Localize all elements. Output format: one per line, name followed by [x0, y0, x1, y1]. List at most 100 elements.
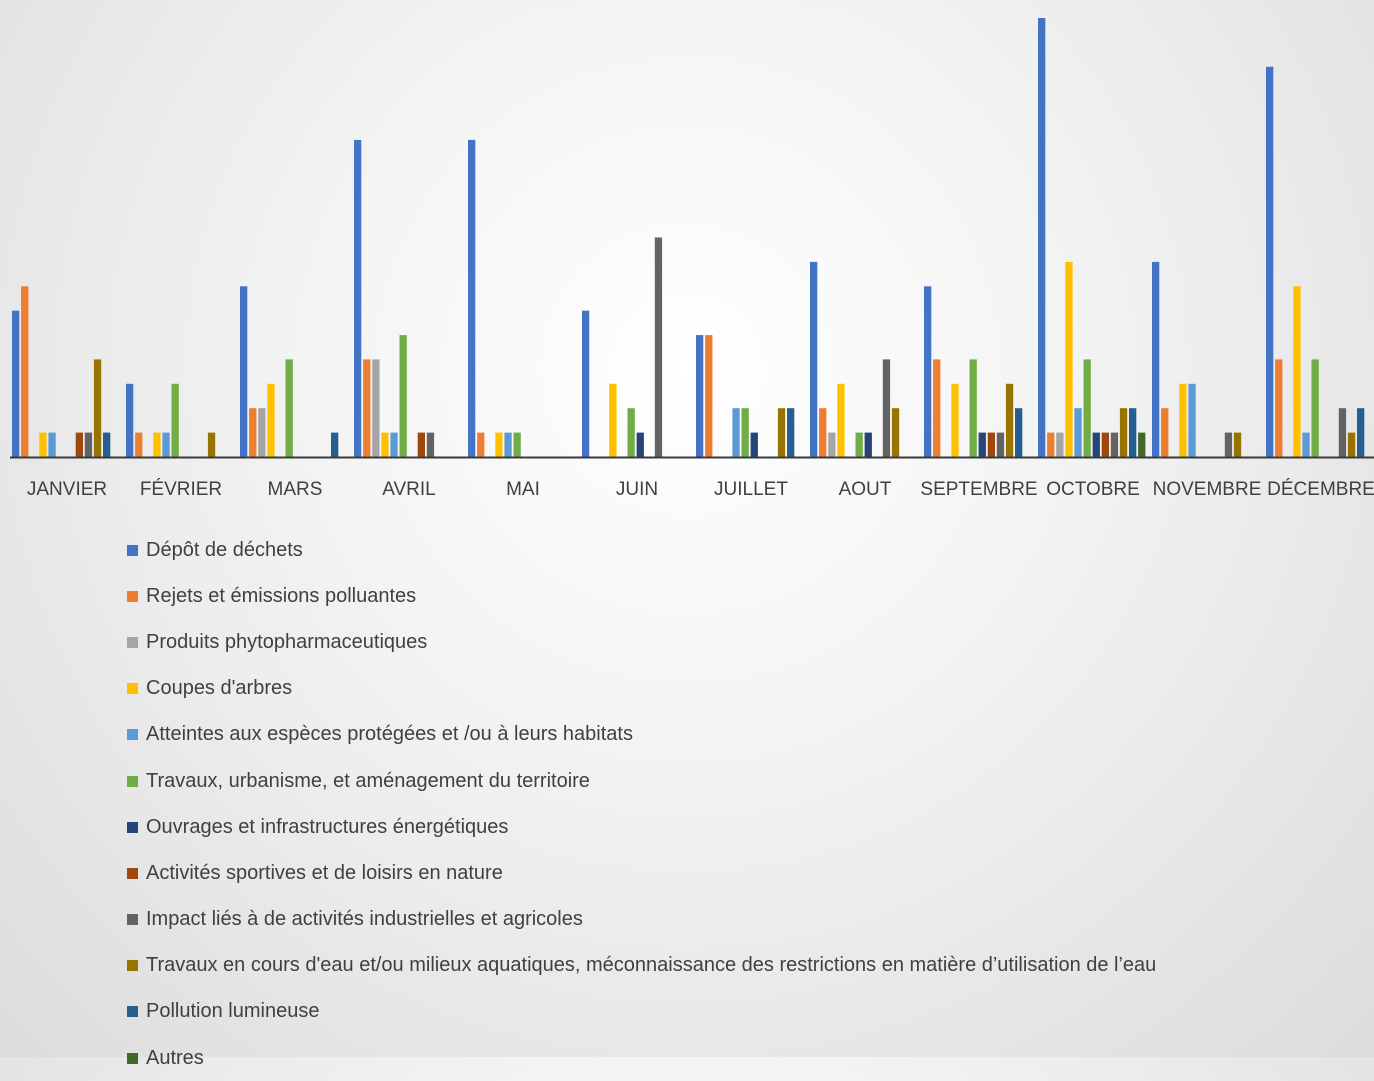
bar-9-9 [1119, 408, 1128, 457]
legend-item: Ouvrages et infrastructures énergétiques [127, 804, 1156, 850]
bar-3-5 [399, 335, 407, 457]
legend-label: Autres [146, 1046, 204, 1069]
bar-9-2 [1056, 432, 1064, 457]
bar-9-5 [1083, 359, 1091, 457]
bar-2-0 [240, 286, 248, 457]
bar-4-4 [504, 432, 512, 457]
bar-9-11 [1138, 432, 1146, 457]
x-tick-label: JUILLET [714, 479, 788, 500]
bar-7-0 [810, 261, 818, 457]
bar-11-10 [1357, 408, 1365, 457]
bar-1-9 [207, 432, 216, 457]
legend-label: Travaux en cours d'eau et/ou milieux aqu… [146, 954, 1157, 977]
bar-9-8 [1110, 432, 1119, 457]
bar-9-4 [1074, 408, 1082, 457]
bar-0-3 [39, 432, 47, 457]
bar-0-0 [12, 310, 20, 457]
bar-6-9 [777, 408, 786, 457]
x-tick-label: JUIN [616, 479, 658, 500]
bar-10-3 [1179, 383, 1187, 457]
bar-11-9 [1347, 432, 1356, 457]
legend-item: Impact liés à de activités industrielles… [127, 897, 1156, 943]
bar-2-10 [331, 432, 339, 457]
x-tick-label: MARS [268, 479, 323, 500]
bar-chart: JANVIER FÉVRIER MARS AVRIL MAI JUIN JUILLET AOU… [10, 18, 1374, 500]
bar-2-2 [258, 408, 266, 457]
bar-8-8 [996, 432, 1005, 457]
bar-9-6 [1092, 432, 1100, 457]
legend-item: Dépôt de déchets [127, 527, 1156, 573]
bar-10-0 [1152, 261, 1160, 457]
bar-3-3 [381, 432, 389, 457]
legend-swatch [127, 914, 138, 926]
bar-7-9 [891, 408, 900, 457]
legend-label: Rejets et émissions polluantes [146, 584, 417, 607]
bar-10-8 [1224, 432, 1233, 457]
bar-10-1 [1161, 408, 1169, 457]
bar-11-5 [1311, 359, 1319, 457]
bar-0-1 [21, 286, 29, 457]
legend-swatch [127, 775, 138, 787]
bar-8-6 [978, 432, 986, 457]
bar-7-1 [819, 408, 827, 457]
bar-11-1 [1275, 359, 1283, 457]
legend-label: Pollution lumineuse [146, 1000, 320, 1023]
bar-6-1 [705, 335, 713, 457]
bar-2-5 [285, 359, 293, 457]
legend: Dépôt de déchets Rejets et émissions poll… [127, 527, 1156, 1081]
bar-8-10 [1015, 408, 1023, 457]
legend-swatch [127, 683, 138, 695]
bar-6-4 [732, 408, 740, 457]
bar-8-1 [933, 359, 941, 457]
bar-2-3 [267, 383, 275, 457]
bar-10-9 [1233, 432, 1242, 457]
bar-1-4 [162, 432, 170, 457]
legend-item: Atteintes aux espèces protégées et /ou à… [127, 712, 1156, 758]
legend-label: Impact liés à de activités industrielles… [146, 908, 583, 931]
bar-8-5 [969, 359, 977, 457]
bar-3-7 [417, 432, 425, 457]
bar-1-1 [135, 432, 143, 457]
legend-label: Atteintes aux espèces protégées et /ou à… [146, 723, 633, 746]
bars-group [12, 18, 1365, 458]
bar-10-4 [1188, 383, 1196, 457]
legend-swatch [127, 821, 138, 833]
bar-0-7 [75, 432, 83, 457]
bar-2-1 [249, 408, 257, 457]
legend-item: Coupes d'arbres [127, 666, 1156, 712]
bar-0-8 [84, 432, 93, 457]
bar-9-3 [1065, 261, 1073, 457]
legend-label: Travaux, urbanisme, et aménagement du te… [146, 769, 590, 792]
bar-1-3 [153, 432, 161, 457]
bar-11-0 [1266, 66, 1274, 458]
legend-label: Dépôt de déchets [146, 538, 303, 561]
bar-11-3 [1293, 286, 1301, 457]
bar-4-0 [468, 139, 476, 457]
bar-0-9 [93, 359, 102, 457]
legend-item: Activités sportives et de loisirs en nat… [127, 850, 1156, 896]
x-tick-label: FÉVRIER [140, 479, 222, 500]
x-tick-label: NOVEMBRE [1153, 479, 1262, 500]
bar-9-0 [1038, 18, 1046, 457]
legend-swatch [127, 1052, 138, 1064]
x-tick-label: AOUT [839, 479, 892, 500]
bar-8-0 [924, 286, 932, 457]
legend-label: Produits phytopharmaceutiques [146, 630, 428, 653]
bar-1-5 [171, 383, 179, 457]
bar-6-0 [696, 335, 704, 457]
legend-item: Travaux, urbanisme, et aménagement du te… [127, 758, 1156, 804]
bar-11-8 [1338, 408, 1347, 457]
bar-5-8 [654, 237, 663, 457]
bar-7-3 [837, 383, 845, 457]
bar-6-6 [750, 432, 758, 457]
bar-7-8 [882, 359, 891, 457]
legend-swatch [127, 636, 138, 648]
bar-9-7 [1101, 432, 1109, 457]
bar-5-5 [627, 408, 635, 457]
x-tick-label: DÉCEMBRE [1267, 479, 1374, 500]
x-tick-labels: JANVIER FÉVRIER MARS AVRIL MAI JUIN JUILLET AOU… [27, 479, 1374, 500]
legend-swatch [127, 1006, 138, 1018]
legend-item: Travaux en cours d'eau et/ou milieux aqu… [127, 943, 1156, 989]
bar-3-4 [390, 432, 398, 457]
bar-8-7 [987, 432, 995, 457]
